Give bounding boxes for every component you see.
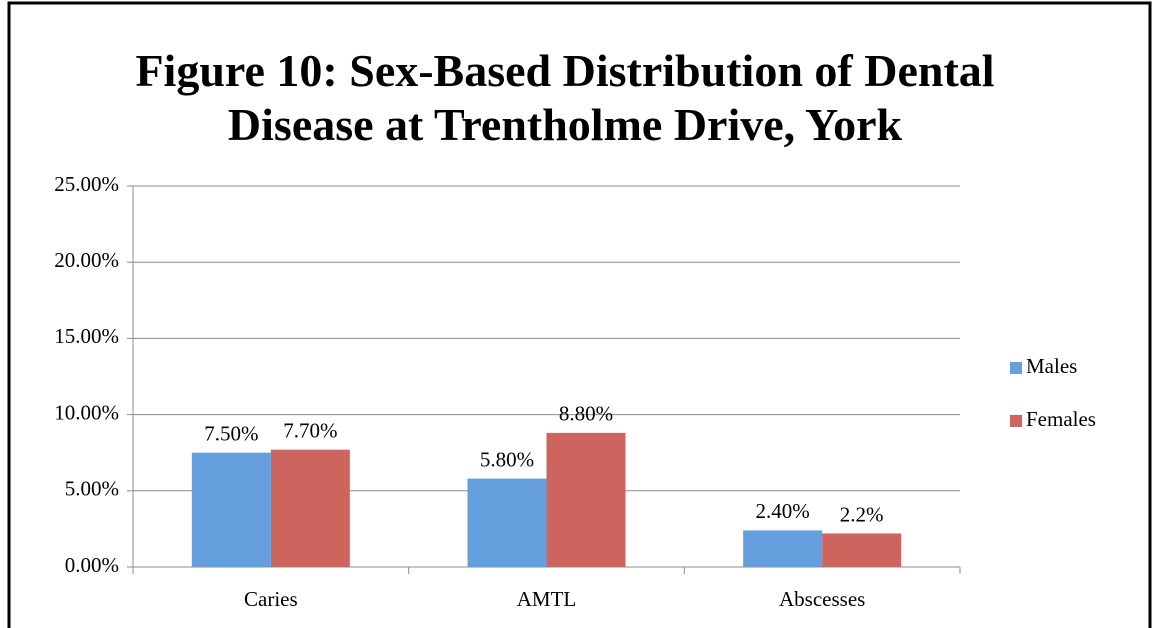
value-label: 2.2% (840, 502, 884, 526)
bar (546, 432, 626, 567)
y-tick-label: 5.00% (65, 477, 119, 501)
value-label: 5.80% (480, 447, 534, 471)
bar (822, 533, 902, 567)
bar (467, 478, 547, 567)
value-label: 2.40% (756, 499, 810, 523)
bar (743, 530, 823, 567)
x-tick-label: AMTL (517, 587, 577, 611)
y-tick-label: 25.00% (54, 172, 119, 196)
y-tick-label: 20.00% (54, 248, 119, 272)
value-label: 7.70% (283, 418, 337, 442)
bar (270, 449, 350, 567)
bar (191, 452, 271, 567)
y-tick-label: 0.00% (65, 553, 119, 577)
frame (7, 1, 1152, 628)
legend-swatch (1010, 362, 1022, 374)
x-tick-label: Abscesses (779, 587, 865, 611)
chart-title: Figure 10: Sex-Based Distribution of Den… (135, 45, 995, 150)
value-label: 7.50% (204, 422, 258, 446)
legend-label: Males (1026, 354, 1077, 378)
legend-swatch (1010, 415, 1022, 427)
y-tick-label: 10.00% (54, 400, 119, 424)
legend-label: Females (1026, 407, 1096, 431)
y-tick-label: 15.00% (54, 324, 119, 348)
x-tick-label: Caries (244, 587, 298, 611)
value-label: 8.80% (559, 402, 613, 426)
